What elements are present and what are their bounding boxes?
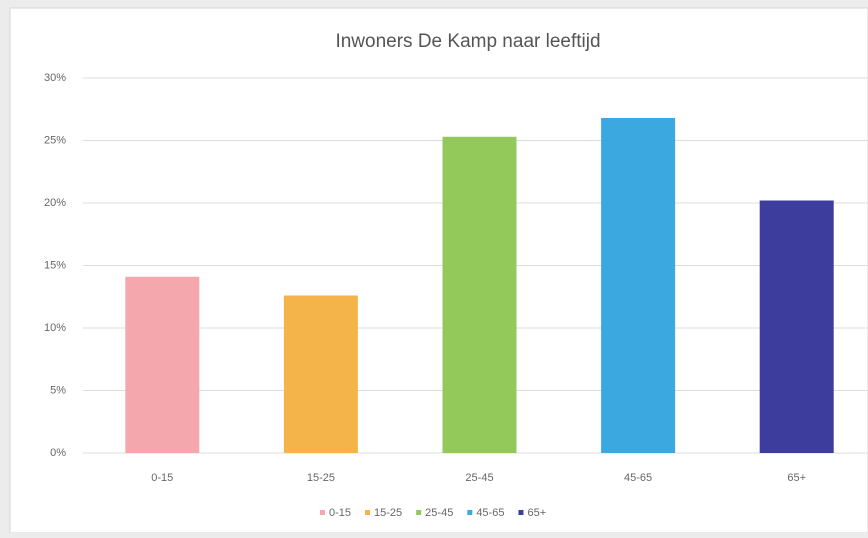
legend-label: 25-45 bbox=[425, 507, 453, 519]
y-tick-label: 0% bbox=[50, 447, 66, 459]
bar bbox=[442, 136, 517, 453]
legend-label: 0-15 bbox=[329, 507, 351, 519]
legend-label: 45-65 bbox=[476, 507, 504, 519]
legend-swatch bbox=[320, 510, 325, 515]
x-tick-label: 45-65 bbox=[624, 472, 652, 484]
legend-swatch bbox=[365, 510, 371, 515]
bar bbox=[759, 200, 834, 453]
legend-swatch bbox=[467, 510, 473, 515]
legend-label: 65+ bbox=[527, 507, 546, 519]
bar bbox=[125, 276, 200, 453]
legend-swatch bbox=[518, 510, 524, 515]
x-tick-label: 15-25 bbox=[307, 472, 335, 484]
y-tick-label: 20% bbox=[44, 197, 66, 209]
x-tick-label: 25-45 bbox=[465, 472, 493, 484]
chart-title: Inwoners De Kamp naar leeftijd bbox=[335, 31, 600, 52]
y-tick-label: 10% bbox=[44, 322, 66, 334]
legend-label: 15-25 bbox=[374, 507, 402, 519]
bar bbox=[601, 118, 676, 453]
x-tick-label: 0-15 bbox=[151, 472, 173, 484]
y-tick-label: 15% bbox=[44, 259, 66, 271]
legend-swatch bbox=[416, 510, 422, 515]
chart-area bbox=[9, 7, 868, 534]
bar bbox=[283, 295, 358, 453]
y-tick-label: 5% bbox=[50, 384, 66, 396]
x-tick-label: 65+ bbox=[787, 472, 806, 484]
y-tick-label: 30% bbox=[44, 72, 66, 84]
y-tick-label: 25% bbox=[44, 134, 66, 146]
